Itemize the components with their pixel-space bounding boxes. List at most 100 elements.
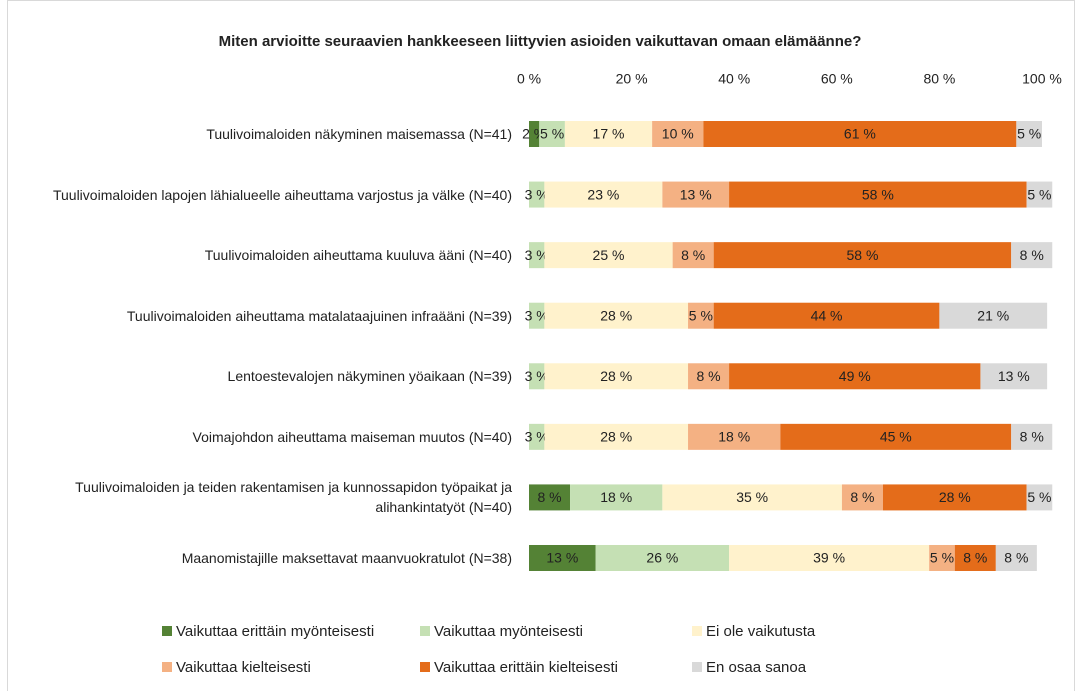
legend-label: Vaikuttaa erittäin kielteisesti — [434, 659, 618, 676]
bar-segment — [544, 302, 689, 329]
data-label: 3 % — [525, 186, 549, 202]
data-label: 8 % — [963, 550, 987, 566]
bar-segment — [529, 302, 545, 329]
data-label: 13 % — [546, 550, 578, 566]
data-label: 3 % — [525, 368, 549, 384]
bar-segment — [929, 544, 955, 571]
data-label: 8 % — [1020, 429, 1044, 445]
data-label: 5 % — [1017, 126, 1041, 142]
data-label: 28 % — [600, 307, 632, 323]
x-tick-label: 100 % — [1022, 71, 1062, 87]
bar-segment — [529, 484, 571, 511]
x-tick-label: 60 % — [821, 71, 853, 87]
category-label: Tuulivoimaloiden aiheuttama matalataajui… — [126, 307, 512, 324]
bar-segment — [570, 484, 663, 511]
bar-segment — [544, 363, 689, 390]
legend-label: Vaikuttaa kielteisesti — [176, 659, 311, 676]
legend-swatch — [692, 626, 702, 636]
data-label: 58 % — [862, 186, 894, 202]
data-label: 8 % — [681, 247, 705, 263]
bar-segment — [544, 242, 673, 269]
bar-segment — [1011, 423, 1053, 450]
bar-segment — [539, 121, 565, 147]
category-label: Voimajohdon aiheuttama maiseman muutos (… — [192, 428, 512, 445]
legend-label: En osaa sanoa — [706, 659, 807, 676]
legend-label: Vaikuttaa erittäin myönteisesti — [176, 623, 374, 640]
data-label: 5 % — [689, 307, 713, 323]
bar-segment — [529, 181, 545, 208]
bar-segment — [529, 423, 545, 450]
data-label: 21 % — [977, 307, 1009, 323]
data-label: 17 % — [593, 126, 625, 142]
data-label: 3 % — [525, 307, 549, 323]
data-label: 13 % — [680, 186, 712, 202]
category-label: Tuulivoimaloiden näkyminen maisemassa (N… — [206, 126, 512, 142]
data-label: 28 % — [600, 429, 632, 445]
bar-segment — [652, 121, 704, 147]
legend-swatch — [420, 626, 430, 636]
bar-segment — [780, 423, 1012, 450]
data-label: 3 % — [525, 247, 549, 263]
data-label: 5 % — [930, 550, 954, 566]
category-label: Lentoestevalojen näkyminen yöaikaan (N=3… — [227, 368, 512, 385]
bar-segment — [729, 181, 1027, 208]
bar-segment — [662, 484, 842, 511]
bar-segment — [688, 423, 781, 450]
category-label: Maanomistajille maksettavat maanvuokratu… — [181, 549, 512, 566]
bar-segment — [544, 423, 689, 450]
x-tick-label: 20 % — [616, 71, 648, 87]
data-label: 35 % — [736, 489, 768, 505]
data-label: 5 % — [540, 126, 564, 142]
category-label: Tuulivoimaloiden ja teiden rakentamisen … — [75, 479, 512, 516]
bar-segment — [1011, 242, 1053, 269]
bar-segment — [529, 242, 545, 269]
category-label: Tuulivoimaloiden lapojen lähialueelle ai… — [52, 186, 512, 203]
data-label: 25 % — [593, 247, 625, 263]
data-label: 3 % — [525, 429, 549, 445]
bar-segment — [688, 363, 730, 390]
bar-segment — [713, 242, 1012, 269]
bar-segment — [729, 363, 981, 390]
data-label: 10 % — [662, 126, 694, 142]
chart-frame — [7, 0, 1075, 691]
bar-segment — [1026, 181, 1053, 208]
category-label: Tuulivoimaloiden aiheuttama kuuluva ääni… — [204, 247, 512, 264]
data-label: 49 % — [839, 368, 871, 384]
bar-segment — [980, 363, 1048, 390]
bar-segment — [995, 544, 1037, 571]
legend-swatch — [692, 662, 702, 672]
data-label: 8 % — [696, 368, 720, 384]
bar-segment — [729, 544, 930, 571]
data-label: 8 % — [1020, 247, 1044, 263]
bar-segment — [672, 242, 714, 269]
data-label: 58 % — [846, 247, 878, 263]
legend-swatch — [420, 662, 430, 672]
bar-segment — [939, 302, 1048, 329]
data-label: 45 % — [880, 429, 912, 445]
legend-label: Ei ole vaikutusta — [706, 623, 816, 640]
x-tick-label: 0 % — [517, 71, 541, 87]
bar-segment — [713, 302, 940, 329]
bar-segment — [529, 363, 545, 390]
bar-segment — [529, 544, 596, 571]
data-label: 8 % — [850, 489, 874, 505]
data-label: 8 % — [537, 489, 561, 505]
bar-segment — [703, 121, 1017, 147]
legend-swatch — [162, 662, 172, 672]
data-label: 39 % — [813, 550, 845, 566]
x-tick-label: 80 % — [923, 71, 955, 87]
data-label: 5 % — [1027, 186, 1051, 202]
legend-swatch — [162, 626, 172, 636]
bar-segment — [688, 302, 714, 329]
bar-segment — [1026, 484, 1053, 511]
data-label: 8 % — [1004, 550, 1028, 566]
data-label: 5 % — [1027, 489, 1051, 505]
bar-segment — [544, 181, 663, 208]
data-label: 44 % — [811, 307, 843, 323]
bar-segment — [954, 544, 996, 571]
bar-segment — [841, 484, 883, 511]
bar-segment — [564, 121, 653, 147]
data-label: 26 % — [646, 550, 678, 566]
data-label: 18 % — [718, 429, 750, 445]
